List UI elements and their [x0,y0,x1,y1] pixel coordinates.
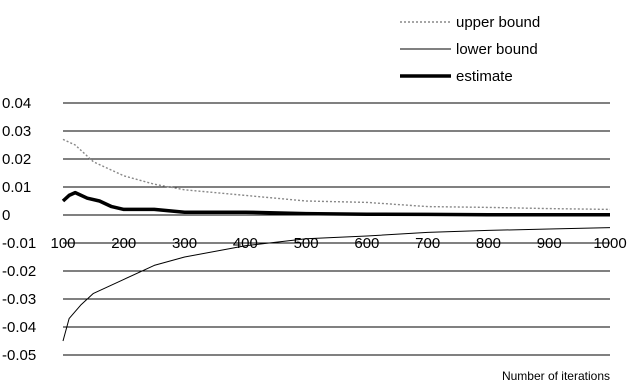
series-line-lower-bound [62,227,611,342]
x-tick-label: 300 [172,235,197,252]
x-tick-label: 400 [233,235,258,252]
series-line-upper-bound [62,138,611,211]
legend-label-upper-bound: upper bound [456,14,540,31]
x-tick-label: 600 [354,235,379,252]
x-tick-label: 200 [111,235,136,252]
y-tick-label: 0.03 [2,123,31,140]
series-lines [61,138,611,342]
gridlines [63,102,610,356]
y-tick-label: -0.04 [2,319,36,336]
x-tick-label: 1000 [593,235,626,252]
x-tick-label: 500 [294,235,319,252]
x-axis-ticks: 100 200 300 400 500 600 700 800 900 1000 [50,235,626,252]
x-axis-label: Number of iterations [502,369,610,382]
legend-label-estimate: estimate [456,68,513,85]
x-tick-label: 700 [415,235,440,252]
series-line-estimate [61,190,610,217]
y-axis-ticks: 0.04 0.03 0.02 0.01 0 -0.01 -0.02 -0.03 -0.04 -0.… [2,95,36,364]
x-tick-label: 100 [50,235,75,252]
y-tick-label: -0.01 [2,235,36,252]
y-tick-label: -0.03 [2,291,36,308]
y-tick-label: 0.04 [2,95,31,112]
y-tick-label: -0.05 [2,347,36,364]
y-tick-label: 0 [2,207,10,224]
x-tick-label: 900 [537,235,562,252]
y-tick-label: 0.01 [2,179,31,196]
legend-label-lower-bound: lower bound [456,41,538,58]
y-tick-label: -0.02 [2,263,36,280]
x-tick-label: 800 [476,235,501,252]
y-tick-label: 0.02 [2,151,31,168]
legend: upper bound lower bound estimate [400,14,540,85]
